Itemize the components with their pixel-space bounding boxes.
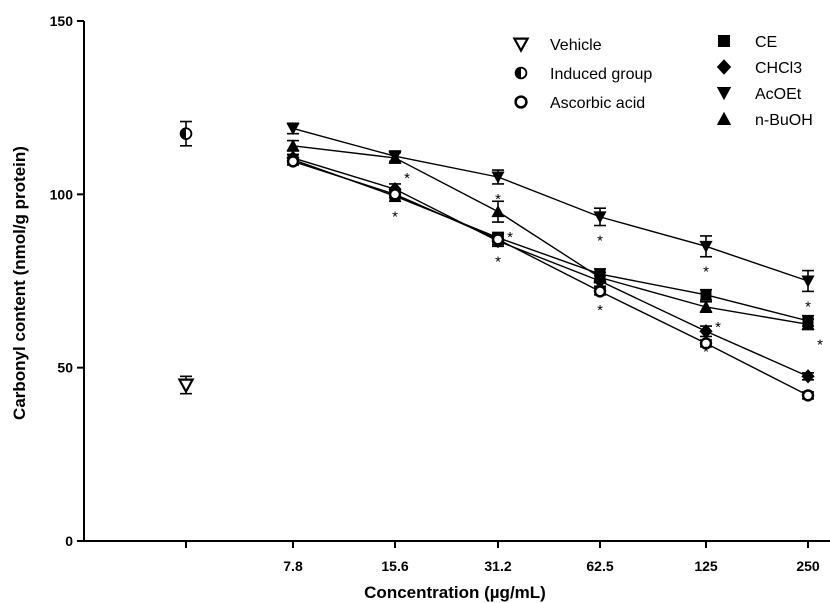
- point-n-buoh: [388, 151, 402, 164]
- legend-label-ce: CE: [755, 34, 777, 51]
- point-ascorbic-acid: [801, 389, 815, 402]
- y-tick-label: 150: [50, 13, 74, 29]
- axes: 0 50 100 150 7.8 15.6 31.2 62.5 125 250: [50, 13, 830, 574]
- y-tick-label: 0: [65, 533, 73, 549]
- point-n-buoh: [286, 139, 300, 152]
- point-chcl3: [801, 369, 815, 384]
- legend-marker-n-buoh: [716, 111, 732, 125]
- legend-label-ascorbic-acid: Ascorbic acid: [550, 95, 645, 112]
- point-n-buoh: [801, 317, 815, 330]
- significance-star-acoet: *: [495, 191, 501, 208]
- point-acoet: [491, 171, 505, 184]
- legend-marker-acoet: [716, 87, 732, 101]
- point-induced-group: [179, 127, 193, 140]
- point-ascorbic-acid: [388, 188, 402, 201]
- legend-marker-chcl3: [716, 59, 732, 75]
- series-line-n-buoh: [292, 145, 809, 326]
- marker-fill: [515, 67, 521, 79]
- significance-star-n-buoh: *: [817, 337, 823, 354]
- point-acoet: [699, 240, 713, 253]
- series-line-acoet: [292, 127, 809, 282]
- significance-star-acoet: *: [703, 264, 709, 281]
- legend-label-induced-group: Induced group: [550, 66, 652, 83]
- series-line-ce: [292, 159, 809, 322]
- legend-marker-ce: [718, 35, 730, 47]
- x-tick-label: 62.5: [586, 558, 613, 574]
- series-lines: [292, 127, 809, 397]
- significance-star-n-buoh: *: [507, 229, 513, 246]
- legend: Vehicle Induced group Ascorbic acid CE CHCl3…: [512, 34, 813, 129]
- y-tick-label: 100: [50, 186, 74, 202]
- point-ascorbic-acid: [491, 233, 505, 246]
- legend-label-n-buoh: n-BuOH: [755, 112, 813, 129]
- legend-label-acoet: AcOEt: [755, 86, 802, 103]
- significance-star-ce: *: [392, 208, 398, 225]
- significance-star-n-buoh: *: [715, 319, 721, 336]
- y-axis-title: Carbonyl content (nmol/g protein): [10, 146, 29, 420]
- x-tick-label: 125: [694, 558, 718, 574]
- significance-marks: * * * * * * * * * * * *: [392, 170, 823, 360]
- point-ascorbic-acid: [286, 155, 300, 168]
- point-n-buoh: [491, 205, 505, 218]
- point-ce: [700, 289, 712, 301]
- point-n-buoh: [699, 300, 713, 313]
- x-axis-title: Concentration (µg/mL): [364, 583, 546, 602]
- series-line-chcl3: [292, 157, 809, 377]
- significance-star-n-buoh: *: [404, 170, 410, 187]
- significance-star-chcl3: *: [703, 343, 709, 360]
- point-chcl3: [699, 324, 713, 339]
- y-tick-label: 50: [57, 360, 73, 376]
- significance-star-ascorbic-acid: *: [597, 302, 603, 319]
- point-vehicle: [177, 378, 195, 394]
- legend-marker-induced-group: [514, 66, 528, 80]
- point-acoet: [801, 275, 815, 288]
- x-tick-label: 7.8: [283, 558, 303, 574]
- significance-star-chcl3: *: [495, 253, 501, 270]
- legend-marker-ascorbic-acid: [514, 95, 528, 109]
- point-ascorbic-acid: [699, 337, 713, 350]
- significance-star-acoet: *: [805, 298, 811, 315]
- legend-marker-vehicle: [512, 37, 530, 53]
- marker-fill: [180, 128, 186, 140]
- significance-star-acoet: *: [597, 233, 603, 250]
- point-n-buoh: [593, 270, 607, 284]
- point-ascorbic-acid: [593, 285, 607, 298]
- legend-label-vehicle: Vehicle: [550, 37, 602, 54]
- point-acoet: [593, 211, 607, 224]
- legend-label-chcl3: CHCl3: [755, 60, 802, 77]
- x-tick-label: 31.2: [484, 558, 511, 574]
- series-line-ascorbic-acid: [292, 160, 809, 397]
- data-markers: [177, 122, 815, 402]
- point-acoet: [286, 122, 300, 136]
- x-tick-label: 15.6: [381, 558, 408, 574]
- x-tick-label: 250: [796, 558, 820, 574]
